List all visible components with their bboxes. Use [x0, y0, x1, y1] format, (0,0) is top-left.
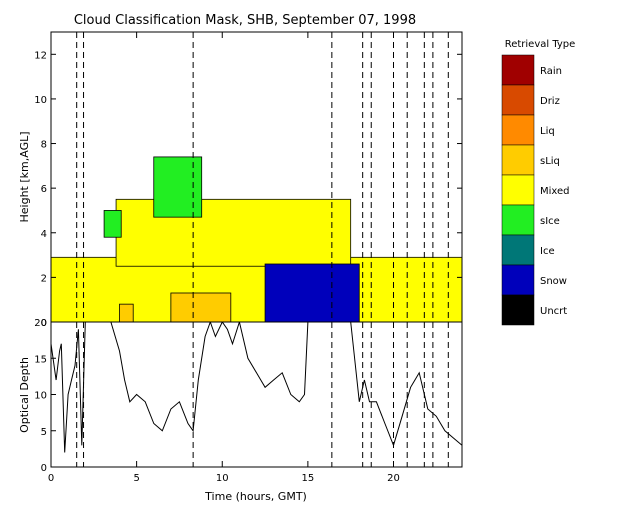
- depth-y-tick-label: 5: [41, 427, 47, 438]
- legend-swatch-liq: [501, 114, 535, 146]
- time-x-tick-label: 10: [216, 473, 229, 484]
- time-x-axis-label: Time (hours, GMT): [204, 490, 307, 503]
- optical-depth-series-line: [51, 322, 462, 453]
- mask-region-snow-4: [264, 263, 360, 322]
- time-x-tick-label: 0: [48, 473, 54, 484]
- mask-region-sliq-5: [170, 292, 232, 322]
- legend-label-sice: sIce: [540, 216, 560, 227]
- legend-swatch-snow: [501, 264, 535, 296]
- mask-y-tick-label: 2: [41, 273, 47, 284]
- mask-region-sliq-6: [119, 303, 134, 322]
- mask-y-tick-label: 6: [41, 184, 47, 195]
- depth-y-tick-label: 15: [34, 354, 47, 365]
- mask-y-axis-label: Height [km,AGL]: [18, 131, 31, 222]
- time-x-tick-label: 15: [302, 473, 315, 484]
- legend-swatch-sice: [501, 204, 535, 236]
- mask-region-sice-2: [153, 156, 203, 218]
- mask-plot-area: 0 2 4 6 8 10 12 Height [km,AGL]: [18, 31, 463, 329]
- mask-region-mixed-1: [115, 198, 352, 267]
- mask-y-tick-label: 4: [41, 229, 47, 240]
- optical-depth-plot-frame: [50, 321, 463, 468]
- optical-depth-y-axis-label: Optical Depth: [18, 357, 31, 433]
- legend-label-mixed: Mixed: [540, 186, 570, 197]
- legend-label-rain: Rain: [540, 66, 562, 77]
- mask-region-mixed-0: [51, 256, 462, 322]
- chart-title: Cloud Classification Mask, SHB, Septembe…: [74, 13, 416, 28]
- legend-swatch-ice: [501, 234, 535, 266]
- legend-swatch-driz: [501, 84, 535, 116]
- mask-y-tick-label: 0: [41, 318, 47, 329]
- depth-y-tick-label: 10: [34, 391, 47, 402]
- legend-label-driz: Driz: [540, 96, 560, 107]
- legend-swatch-sliq: [501, 144, 535, 176]
- depth-y-tick-label: 20: [34, 318, 47, 329]
- legend-swatch-rain: [501, 54, 535, 86]
- legend-swatch-mixed: [501, 174, 535, 206]
- mask-y-tick-label: 8: [41, 140, 47, 151]
- legend-title: Retrieval Type: [505, 39, 576, 50]
- mask-region-sice-3: [103, 210, 122, 238]
- legend-label-liq: Liq: [540, 126, 555, 137]
- legend-label-uncrt: Uncrt: [540, 306, 567, 317]
- legend-label-ice: Ice: [540, 246, 555, 257]
- legend-label-sliq: sLiq: [540, 156, 560, 167]
- legend-label-snow: Snow: [540, 276, 567, 287]
- time-x-tick-label: 20: [387, 473, 400, 484]
- retrieval-type-legend: Retrieval Type Rain Driz Liq sLiq Mixed sIce I…: [501, 39, 576, 326]
- mask-y-tick-label: 10: [34, 95, 47, 106]
- mask-y-tick-label: 12: [34, 50, 47, 61]
- legend-swatch-uncrt: [501, 294, 535, 326]
- depth-y-tick-label: 0: [41, 463, 47, 474]
- time-x-tick-label: 5: [133, 473, 139, 484]
